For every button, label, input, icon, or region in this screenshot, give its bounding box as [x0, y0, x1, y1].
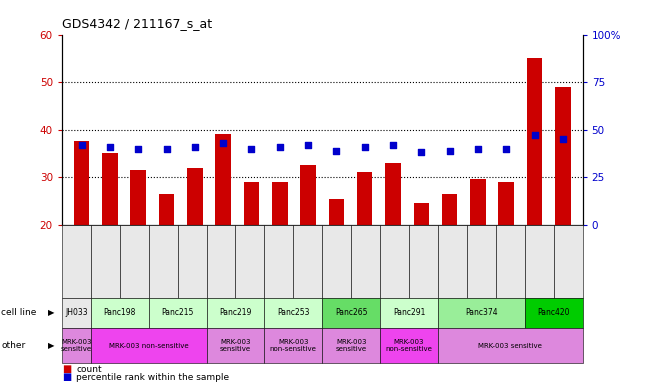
Point: [76, 142, 87, 148]
Point: [501, 146, 512, 152]
Text: Panc215: Panc215: [161, 308, 194, 318]
Text: percentile rank within the sample: percentile rank within the sample: [76, 372, 229, 382]
Text: MRK-003
non-sensitive: MRK-003 non-sensitive: [270, 339, 317, 352]
Point: [359, 144, 370, 150]
Bar: [442, 194, 458, 320]
Bar: [187, 168, 202, 320]
Point: [275, 144, 285, 150]
Point: [445, 147, 455, 154]
Bar: [499, 182, 514, 320]
Point: [558, 136, 568, 142]
Text: MRK-003 non-sensitive: MRK-003 non-sensitive: [109, 343, 188, 349]
Point: [303, 142, 313, 148]
Text: JH033: JH033: [65, 308, 88, 318]
Text: ■: ■: [62, 372, 71, 382]
Text: count: count: [76, 365, 102, 374]
Text: Panc219: Panc219: [219, 308, 252, 318]
Text: ▶: ▶: [48, 341, 54, 350]
Point: [331, 147, 342, 154]
Text: ■: ■: [62, 364, 71, 374]
Text: GDS4342 / 211167_s_at: GDS4342 / 211167_s_at: [62, 17, 212, 30]
Text: MRK-003 sensitive: MRK-003 sensitive: [478, 343, 542, 349]
Bar: [527, 58, 542, 320]
Point: [133, 146, 143, 152]
Text: MRK-003
sensitive: MRK-003 sensitive: [61, 339, 92, 352]
Text: MRK-003
sensitive: MRK-003 sensitive: [336, 339, 367, 352]
Bar: [413, 203, 429, 320]
Text: MRK-003
sensitive: MRK-003 sensitive: [220, 339, 251, 352]
Text: Panc253: Panc253: [277, 308, 310, 318]
Text: Panc265: Panc265: [335, 308, 367, 318]
Bar: [385, 163, 401, 320]
Bar: [272, 182, 288, 320]
Point: [473, 146, 483, 152]
Text: cell line: cell line: [1, 308, 36, 318]
Bar: [243, 182, 259, 320]
Bar: [357, 172, 372, 320]
Bar: [470, 179, 486, 320]
Point: [416, 149, 426, 156]
Bar: [329, 199, 344, 320]
Text: other: other: [1, 341, 25, 350]
Point: [189, 144, 200, 150]
Point: [529, 132, 540, 138]
Bar: [555, 87, 571, 320]
Point: [105, 144, 115, 150]
Bar: [130, 170, 146, 320]
Bar: [159, 194, 174, 320]
Point: [388, 142, 398, 148]
Text: Panc374: Panc374: [465, 308, 498, 318]
Bar: [74, 141, 89, 320]
Point: [218, 140, 229, 146]
Text: Panc198: Panc198: [104, 308, 136, 318]
Bar: [102, 153, 118, 320]
Point: [246, 146, 256, 152]
Point: [161, 146, 172, 152]
Bar: [215, 134, 231, 320]
Bar: [300, 165, 316, 320]
Text: Panc420: Panc420: [538, 308, 570, 318]
Text: ▶: ▶: [48, 308, 54, 318]
Text: Panc291: Panc291: [393, 308, 425, 318]
Text: MRK-003
non-sensitive: MRK-003 non-sensitive: [385, 339, 432, 352]
